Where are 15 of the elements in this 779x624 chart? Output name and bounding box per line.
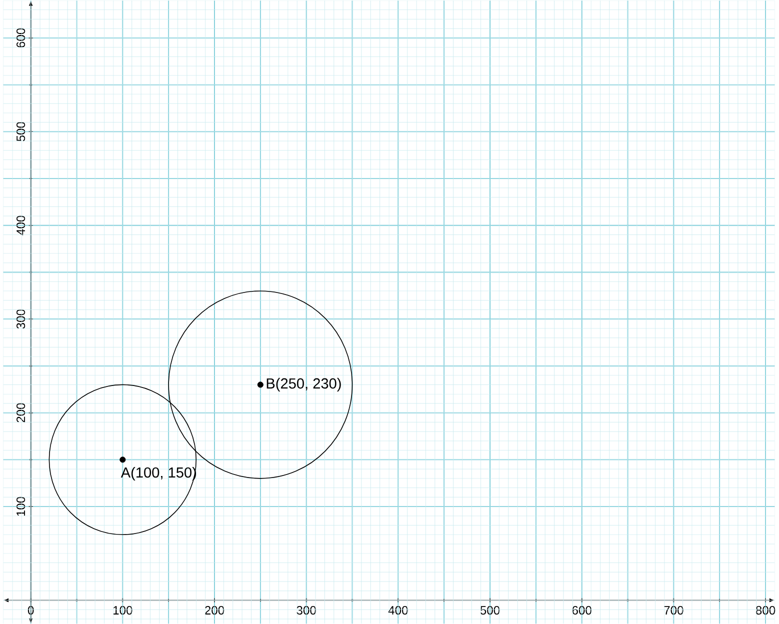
x-tick-label: 400	[388, 606, 408, 615]
y-tick-label: 200	[16, 403, 26, 422]
x-tick-label: 700	[664, 606, 684, 615]
y-tick-label: 100	[16, 496, 26, 516]
x-tick-label: 100	[113, 606, 132, 615]
y-tick-label: 600	[16, 28, 26, 48]
y-tick-label: 300	[16, 309, 26, 329]
x-tick-label: 800	[756, 606, 776, 615]
y-tick-label: 400	[16, 216, 26, 236]
x-tick-label: 300	[296, 606, 316, 615]
x-tick-label: 600	[572, 606, 592, 615]
annotation: B(250, 230)	[266, 378, 341, 392]
x-tick-label: 200	[204, 606, 224, 615]
y-tick-label: 500	[16, 122, 26, 142]
x-tick-label: 500	[480, 606, 500, 615]
